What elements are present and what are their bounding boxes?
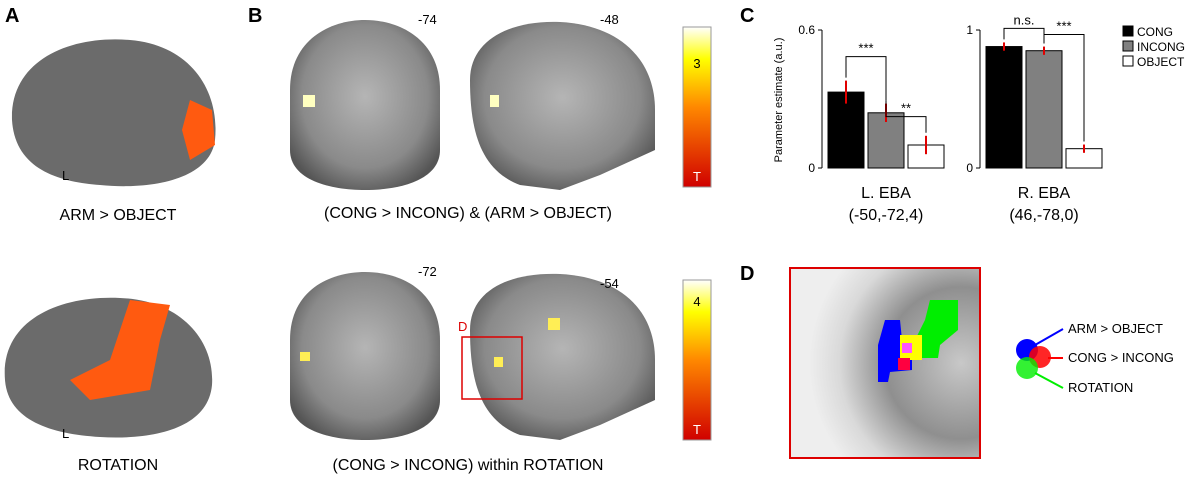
hemisphere-label: L xyxy=(62,426,69,441)
legend-label: ARM > OBJECT xyxy=(1068,321,1163,336)
brain-slice xyxy=(470,21,655,190)
activation xyxy=(300,352,310,361)
colorbar xyxy=(682,279,712,441)
activation xyxy=(915,300,958,358)
activation xyxy=(70,300,170,400)
bar xyxy=(827,91,865,169)
leader xyxy=(1034,372,1064,389)
caption: (CONG > INCONG) within ROTATION xyxy=(333,457,604,474)
panel-c: C Parameter estimate (a.u.) 00.6*****L. … xyxy=(740,5,1185,224)
activation xyxy=(902,343,912,353)
panel-b: B -74 -48 3 T (CONG > INCONG) & (ARM > O… xyxy=(248,5,712,474)
slice-label: -72 xyxy=(418,264,437,279)
bar xyxy=(985,46,1023,169)
legend-label: CONG > INCONG xyxy=(1068,350,1174,365)
panel-letter: D xyxy=(740,263,754,285)
activation xyxy=(490,95,499,107)
caption: ARM > OBJECT xyxy=(60,207,177,224)
inset-label: D xyxy=(458,319,467,334)
slice-label: -54 xyxy=(600,276,619,291)
brain-slice xyxy=(290,20,440,190)
bracket xyxy=(885,100,927,133)
legend-swatch xyxy=(1122,40,1134,52)
chart-subtitle: (-50,-72,4) xyxy=(849,207,924,224)
y-tick-label: 1 xyxy=(966,23,973,37)
annotation: *** xyxy=(1056,19,1071,34)
annotation: n.s. xyxy=(1014,12,1035,27)
panel-a: A L ARM > OBJECT L ROTATION xyxy=(4,5,216,474)
annotation: *** xyxy=(858,41,873,56)
legend-swatch xyxy=(1122,55,1134,67)
panel-letter: A xyxy=(5,5,19,27)
colorbar-label: T xyxy=(693,422,701,437)
brain-slice xyxy=(290,272,440,440)
activation xyxy=(182,100,215,160)
colorbar-label: T xyxy=(693,169,701,184)
annotation: ** xyxy=(901,101,911,116)
bar xyxy=(1025,50,1063,169)
y-tick-label: 0.6 xyxy=(798,23,815,37)
panel-letter: B xyxy=(248,5,262,27)
y-tick-label: 0 xyxy=(966,161,973,175)
legend-label: CONG xyxy=(1137,25,1173,39)
y-axis-label: Parameter estimate (a.u.) xyxy=(773,38,785,163)
venn xyxy=(1016,357,1038,379)
chart-title: R. EBA xyxy=(1018,185,1071,202)
panel-letter: C xyxy=(740,5,754,27)
slice-label: -48 xyxy=(600,12,619,27)
activation xyxy=(494,357,503,367)
legend-label: INCONG xyxy=(1137,40,1185,54)
y-tick-label: 0 xyxy=(808,161,815,175)
caption: ROTATION xyxy=(78,457,158,474)
slice-label: -74 xyxy=(418,12,437,27)
activation xyxy=(548,318,560,330)
chart-subtitle: (46,-78,0) xyxy=(1009,207,1078,224)
colorbar xyxy=(682,26,712,188)
legend-label: ROTATION xyxy=(1068,380,1133,395)
bracket xyxy=(1003,27,1045,44)
leader xyxy=(1034,328,1064,346)
activation xyxy=(898,358,910,370)
bracket xyxy=(1043,34,1085,142)
colorbar-label: 3 xyxy=(693,56,700,71)
bracket xyxy=(845,56,887,101)
legend-swatch xyxy=(1122,25,1134,37)
brain-slice xyxy=(470,273,655,440)
inset-box xyxy=(461,336,523,400)
panel-d: D ARM > OBJECT CONG > INCONG ROTATION xyxy=(740,263,1174,459)
hemisphere-label: L xyxy=(62,168,69,183)
legend-label: OBJECT xyxy=(1137,55,1185,69)
caption: (CONG > INCONG) & (ARM > OBJECT) xyxy=(324,205,612,222)
chart-title: L. EBA xyxy=(861,185,911,202)
brain-surface xyxy=(11,39,216,187)
activation xyxy=(303,95,315,107)
colorbar-label: 4 xyxy=(693,294,700,309)
